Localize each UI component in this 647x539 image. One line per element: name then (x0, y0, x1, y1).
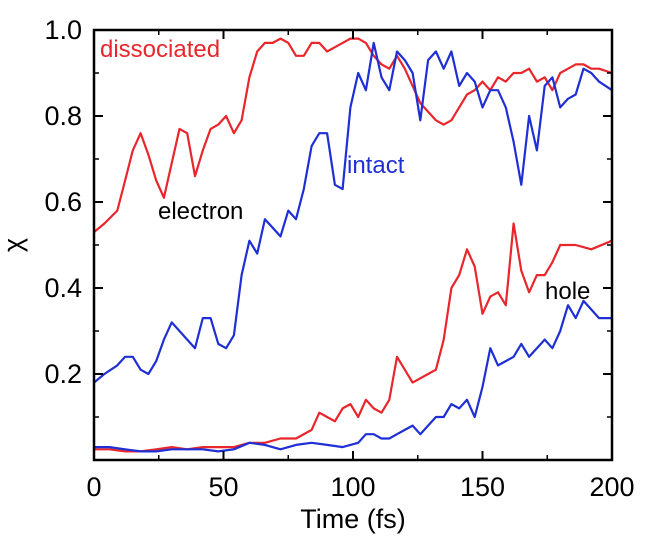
annotation-hole: hole (545, 278, 590, 305)
x-tick-label: 200 (589, 472, 634, 502)
y-tick-label: 0.2 (44, 359, 82, 389)
y-axis-title: χ (0, 238, 28, 252)
annotation-intact: intact (347, 152, 405, 179)
series-line-2 (93, 41, 613, 384)
y-tick-label: 0.6 (44, 187, 82, 217)
x-tick-label: 100 (330, 472, 375, 502)
x-tick-label: 50 (208, 472, 238, 502)
x-tick-label: 150 (460, 472, 505, 502)
annotation-electron: electron (158, 198, 243, 225)
x-tick-label: 0 (86, 472, 101, 502)
series-line-3 (94, 222, 613, 453)
series-line-1 (93, 37, 613, 233)
series-line-4 (94, 299, 612, 453)
y-tick-label: 0.8 (44, 101, 82, 131)
y-tick-label: 0.4 (44, 273, 82, 303)
annotation-dissociated: dissociated (100, 36, 220, 63)
tick-layer: 0 50 100 150 200 0.2 0.4 0.6 0.8 1.0 (44, 15, 634, 502)
series-layer (93, 37, 613, 453)
x-axis-title: Time (fs) (300, 504, 405, 534)
y-tick-label: 1.0 (44, 15, 82, 45)
